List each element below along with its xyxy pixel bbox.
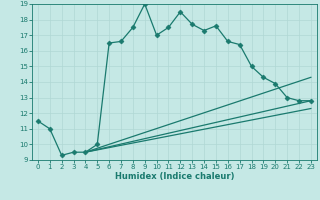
X-axis label: Humidex (Indice chaleur): Humidex (Indice chaleur): [115, 172, 234, 181]
